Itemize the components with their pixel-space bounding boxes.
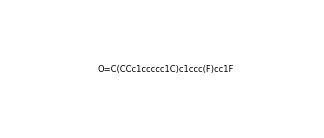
Text: O=C(CCc1ccccc1C)c1ccc(F)cc1F: O=C(CCc1ccccc1C)c1ccc(F)cc1F (98, 65, 234, 74)
